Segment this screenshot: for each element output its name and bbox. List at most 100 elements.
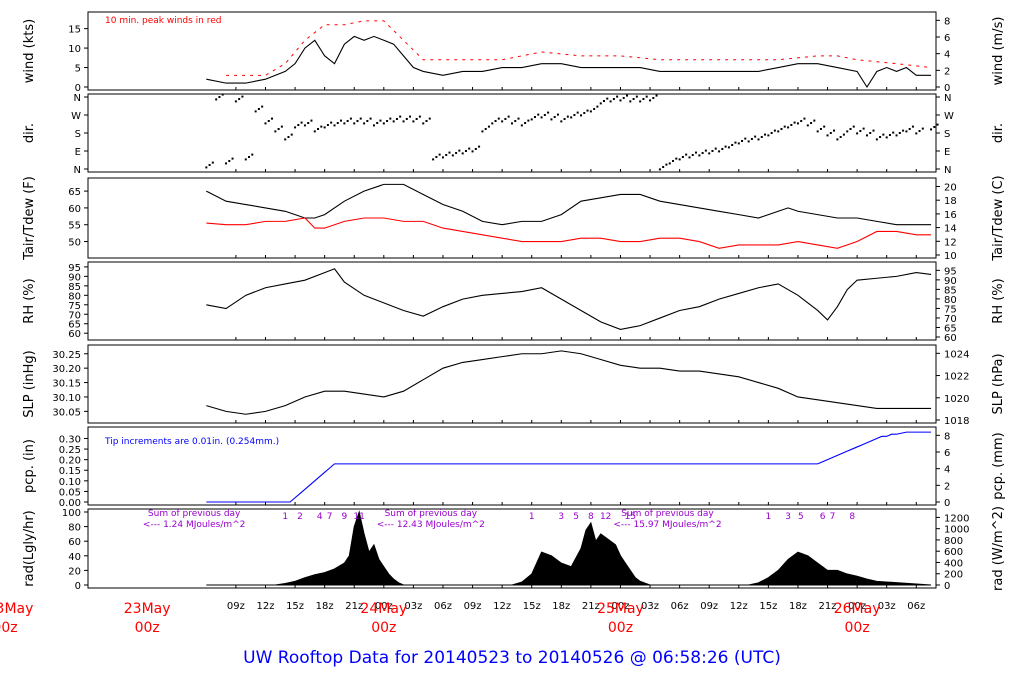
ytick-right-label: 1018 <box>944 416 969 427</box>
direction-point <box>234 100 237 103</box>
direction-point <box>497 117 500 120</box>
direction-point <box>418 115 421 118</box>
direction-point <box>856 132 859 135</box>
ytick-left-label: 80 <box>68 523 81 534</box>
direction-point <box>632 98 635 100</box>
ylabel-right: pcp. (mm) <box>991 432 1006 499</box>
hour-tick-label: 18z <box>552 601 570 612</box>
hour-tick-label: 06z <box>671 601 689 612</box>
hour-tick-label: 15z <box>759 601 777 612</box>
direction-point <box>839 136 842 138</box>
ytick-right-label: 0 <box>944 498 950 509</box>
radiation-hour-marker: 9 <box>342 512 348 522</box>
time-axis: 09z 12z 15z 18z 21z 00z 03z 06z 09z 12z 15z 18z 21z 0… <box>0 601 925 636</box>
direction-point <box>300 121 303 124</box>
direction-point <box>635 95 638 98</box>
radiation-hour-marker: 3 <box>785 512 791 522</box>
direction-point <box>806 124 809 127</box>
panel-frame <box>87 508 937 589</box>
ytick-right-label: E <box>944 147 950 158</box>
direction-point <box>622 97 625 99</box>
direction-point <box>402 120 405 123</box>
precip-series-primary <box>206 431 932 503</box>
ytick-left-label: 70 <box>68 310 81 321</box>
ytick-right-label: 6 <box>944 33 950 44</box>
direction-point <box>504 118 507 120</box>
direction-point <box>773 129 776 132</box>
hour-tick-label: 09z <box>700 601 718 612</box>
hour-tick-label: 03z <box>641 601 659 612</box>
ytick-left-label: 55 <box>68 221 81 232</box>
hour-tick-label: 21z <box>345 601 363 612</box>
direction-point <box>244 158 247 161</box>
direction-point <box>612 98 615 100</box>
ytick-left-label: 80 <box>68 291 81 302</box>
direction-point <box>241 95 244 98</box>
direction-point <box>619 99 622 102</box>
ytick-right-label: 800 <box>944 536 963 547</box>
ytick-left-label: E <box>75 147 81 158</box>
radiation-hour-marker: 3 <box>558 512 564 522</box>
direction-point <box>415 118 418 120</box>
direction-point <box>714 147 717 150</box>
direction-point <box>464 150 467 152</box>
ytick-right-label: 2 <box>944 481 950 492</box>
ytick-right-label: 10 <box>944 251 957 262</box>
direction-point <box>205 166 208 169</box>
direction-point <box>800 120 803 122</box>
direction-point <box>369 117 372 120</box>
ytick-right-label: 65 <box>944 323 957 334</box>
direction-point <box>556 113 559 116</box>
ytick-left-label: 60 <box>68 329 81 340</box>
ytick-left-label: 0.10 <box>59 477 81 488</box>
direction-point <box>688 156 691 159</box>
ytick-right-label: 60 <box>944 333 957 344</box>
direction-point <box>455 152 458 154</box>
hour-tick-label: 18z <box>316 601 334 612</box>
direction-point <box>317 128 320 130</box>
ytick-left-label: 0.25 <box>59 445 81 456</box>
direction-point <box>780 128 783 130</box>
ytick-right-label: 85 <box>944 285 957 296</box>
direction-point <box>277 128 280 130</box>
ytick-right-label: 1200 <box>944 513 969 524</box>
direction-point <box>898 132 901 134</box>
direction-point <box>340 119 343 122</box>
direction-point <box>783 125 786 128</box>
ytick-left-label: 95 <box>68 263 81 274</box>
direction-point <box>251 153 254 156</box>
direction-point <box>727 146 730 149</box>
ytick-left-label: 50 <box>68 238 81 249</box>
direction-point <box>257 108 260 110</box>
ytick-left-label: 0.15 <box>59 466 81 477</box>
direction-point <box>589 110 592 113</box>
panel-temperature: Tair/Tdew (F) Tair/Tdew (C) 50 55 60 65 10 12 14… <box>22 175 1006 262</box>
direction-point <box>481 130 484 133</box>
direction-point <box>865 134 868 137</box>
direction-point <box>708 152 711 155</box>
ytick-left-label: 0.20 <box>59 456 81 467</box>
ytick-right-label: N <box>944 93 951 104</box>
ytick-left-label: 20 <box>68 566 81 577</box>
direction-point <box>744 137 747 140</box>
ytick-left-label: 90 <box>68 272 81 283</box>
radiation-sum-value: <--- 1.24 MJoules/m^2 <box>143 520 245 530</box>
direction-point <box>829 132 832 134</box>
radiation-hour-marker: 8 <box>849 512 855 522</box>
direction-point <box>678 158 681 161</box>
ylabel-right: SLP (hPa) <box>991 353 1006 414</box>
ytick-right-label: N <box>944 165 951 176</box>
ylabel-left: rad(Lgly/hr) <box>22 510 37 586</box>
ytick-right-label: 2 <box>944 66 950 77</box>
direction-point <box>231 157 234 160</box>
ytick-left-label: 100 <box>62 508 81 519</box>
direction-point <box>930 128 933 131</box>
temperature-series-primary <box>206 183 932 226</box>
direction-point <box>933 126 936 128</box>
direction-point <box>441 156 444 159</box>
day-label-date: 25May <box>597 601 644 617</box>
direction-point <box>793 121 796 124</box>
panel-frame <box>87 93 937 173</box>
direction-point <box>274 130 277 133</box>
radiation-hour-marker: 7 <box>327 512 333 522</box>
